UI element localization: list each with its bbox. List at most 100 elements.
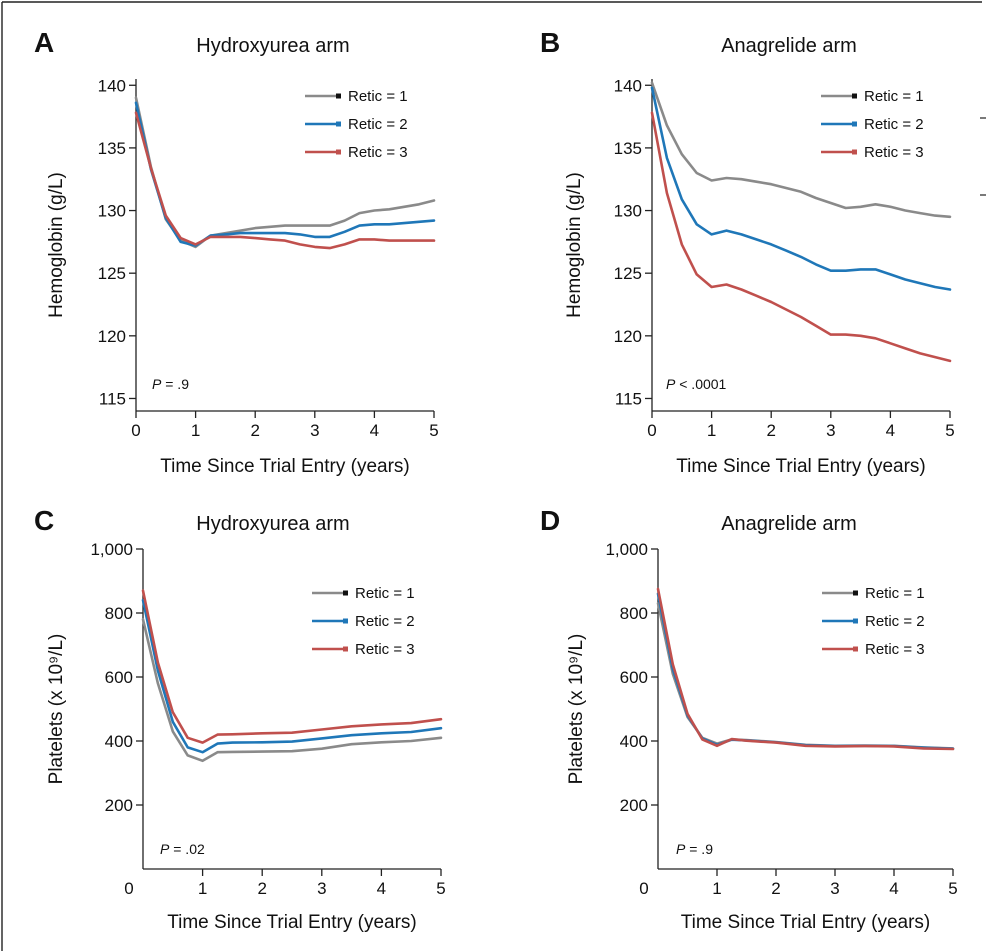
p-value-annotation: P = .9 [676,841,713,857]
legend-label: Retic = 1 [348,88,408,105]
legend-marker [343,590,348,596]
legend-item: Retic = 3 [305,144,408,161]
legend-label: Retic = 2 [864,116,924,133]
y-tick-label: 140 [98,76,126,95]
x-tick-label: 1 [198,879,207,898]
legend-marker [336,149,341,155]
legend-label: Retic = 3 [348,144,408,161]
y-tick-label: 120 [98,327,126,346]
p-value-text: = .02 [169,841,205,857]
x-tick-label: 5 [948,879,957,898]
legend-label: Retic = 3 [864,144,924,161]
y-axis-title: Hemoglobin (g/L) [46,172,67,318]
y-tick-label: 130 [98,202,126,221]
x-axis-title: Time Since Trial Entry (years) [681,912,931,933]
x-axis-title: Time Since Trial Entry (years) [676,456,926,477]
origin-label: 0 [124,879,133,898]
legend-marker [852,121,857,127]
x-tick-label: 1 [707,421,716,440]
panel-title: Anagrelide arm [721,35,857,57]
series-line-retic-1 [141,618,443,763]
legend-item: Retic = 2 [312,613,415,630]
legend-item: Retic = 1 [822,585,925,602]
y-tick-label: 200 [105,796,133,815]
x-tick-label: 2 [257,879,266,898]
panel-letter: C [34,505,54,536]
x-tick-label: 4 [370,421,379,440]
y-tick-label: 135 [614,139,642,158]
x-tick-label: 5 [429,421,438,440]
legend-label: Retic = 1 [355,585,415,602]
y-tick-label: 120 [614,327,642,346]
y-tick-label: 115 [99,389,126,408]
panel-b: B Anagrelide arm 115 120 125 130 135 140 0 1 2 3 4 5T… [540,27,955,477]
x-tick-label: 5 [945,421,954,440]
x-tick-label: 4 [889,879,898,898]
panel-title: Anagrelide arm [721,513,857,535]
p-value-symbol: P [152,376,162,392]
x-tick-label: 3 [830,879,839,898]
legend-label: Retic = 2 [355,613,415,630]
p-value-text: = .9 [161,376,189,392]
y-tick-label: 1,000 [90,540,133,559]
p-value-text: < .0001 [675,376,726,392]
series-line-retic-2 [650,86,952,291]
legend-marker [853,646,858,652]
legend-marker [336,121,341,127]
legend-label: Retic = 2 [865,613,925,630]
x-tick-label: 0 [131,421,140,440]
panel-letter: D [540,505,560,536]
series-line-retic-2 [141,598,443,754]
legend-label: Retic = 3 [355,641,415,658]
y-tick-label: 200 [620,796,648,815]
panel-title: Hydroxyurea arm [196,513,349,535]
legend-label: Retic = 1 [864,88,924,105]
panel-letter: B [540,27,560,58]
x-tick-label: 3 [826,421,835,440]
p-value-annotation: P = .02 [160,841,205,857]
legend-item: Retic = 1 [305,88,408,105]
legend-item: Retic = 3 [822,641,925,658]
legend-label: Retic = 3 [865,641,925,658]
panel-a: A Hydroxyurea arm 115 120 125 130 135 140 0 1 2 3 4 5… [34,27,439,477]
y-tick-label: 115 [615,389,642,408]
p-value-symbol: P [160,841,170,857]
legend-marker [853,618,858,624]
x-tick-label: 2 [250,421,259,440]
y-tick-label: 800 [105,604,133,623]
legend-item: Retic = 2 [305,116,408,133]
y-axis-title: Hemoglobin (g/L) [564,172,585,318]
x-axis-title: Time Since Trial Entry (years) [167,912,417,933]
y-tick-label: 1,000 [605,540,648,559]
legend-marker [853,590,858,596]
y-tick-label: 400 [105,732,133,751]
legend-marker [336,93,341,99]
panel-d: D Anagrelide arm 200 400 600 800 1,000 1 2 3 4 5 0 Ti… [540,505,958,933]
x-tick-label: 0 [647,421,656,440]
panel-c: C Hydroxyurea arm 200 400 600 800 1,000 1 2 3 4 5 0 T… [34,505,446,933]
series-line-retic-1 [650,81,952,219]
y-tick-label: 140 [614,76,642,95]
y-tick-label: 400 [620,732,648,751]
legend-item: Retic = 3 [821,144,924,161]
series-line-retic-3 [134,111,436,250]
y-tick-label: 130 [614,202,642,221]
legend-marker [343,646,348,652]
legend-marker [852,149,857,155]
p-value-annotation: P < .0001 [666,376,727,392]
p-value-text: = .9 [685,841,713,857]
x-tick-label: 2 [771,879,780,898]
x-tick-label: 3 [317,879,326,898]
x-tick-label: 1 [712,879,721,898]
legend-marker [343,618,348,624]
legend-item: Retic = 1 [312,585,415,602]
series-line-retic-3 [656,587,955,751]
series-line-retic-3 [650,111,952,363]
y-tick-label: 600 [105,668,133,687]
y-tick-label: 125 [98,264,126,283]
p-value-symbol: P [676,841,686,857]
p-value-annotation: P = .9 [152,376,189,392]
x-tick-label: 2 [766,421,775,440]
x-tick-label: 4 [377,879,386,898]
panel-letter: A [34,27,54,58]
